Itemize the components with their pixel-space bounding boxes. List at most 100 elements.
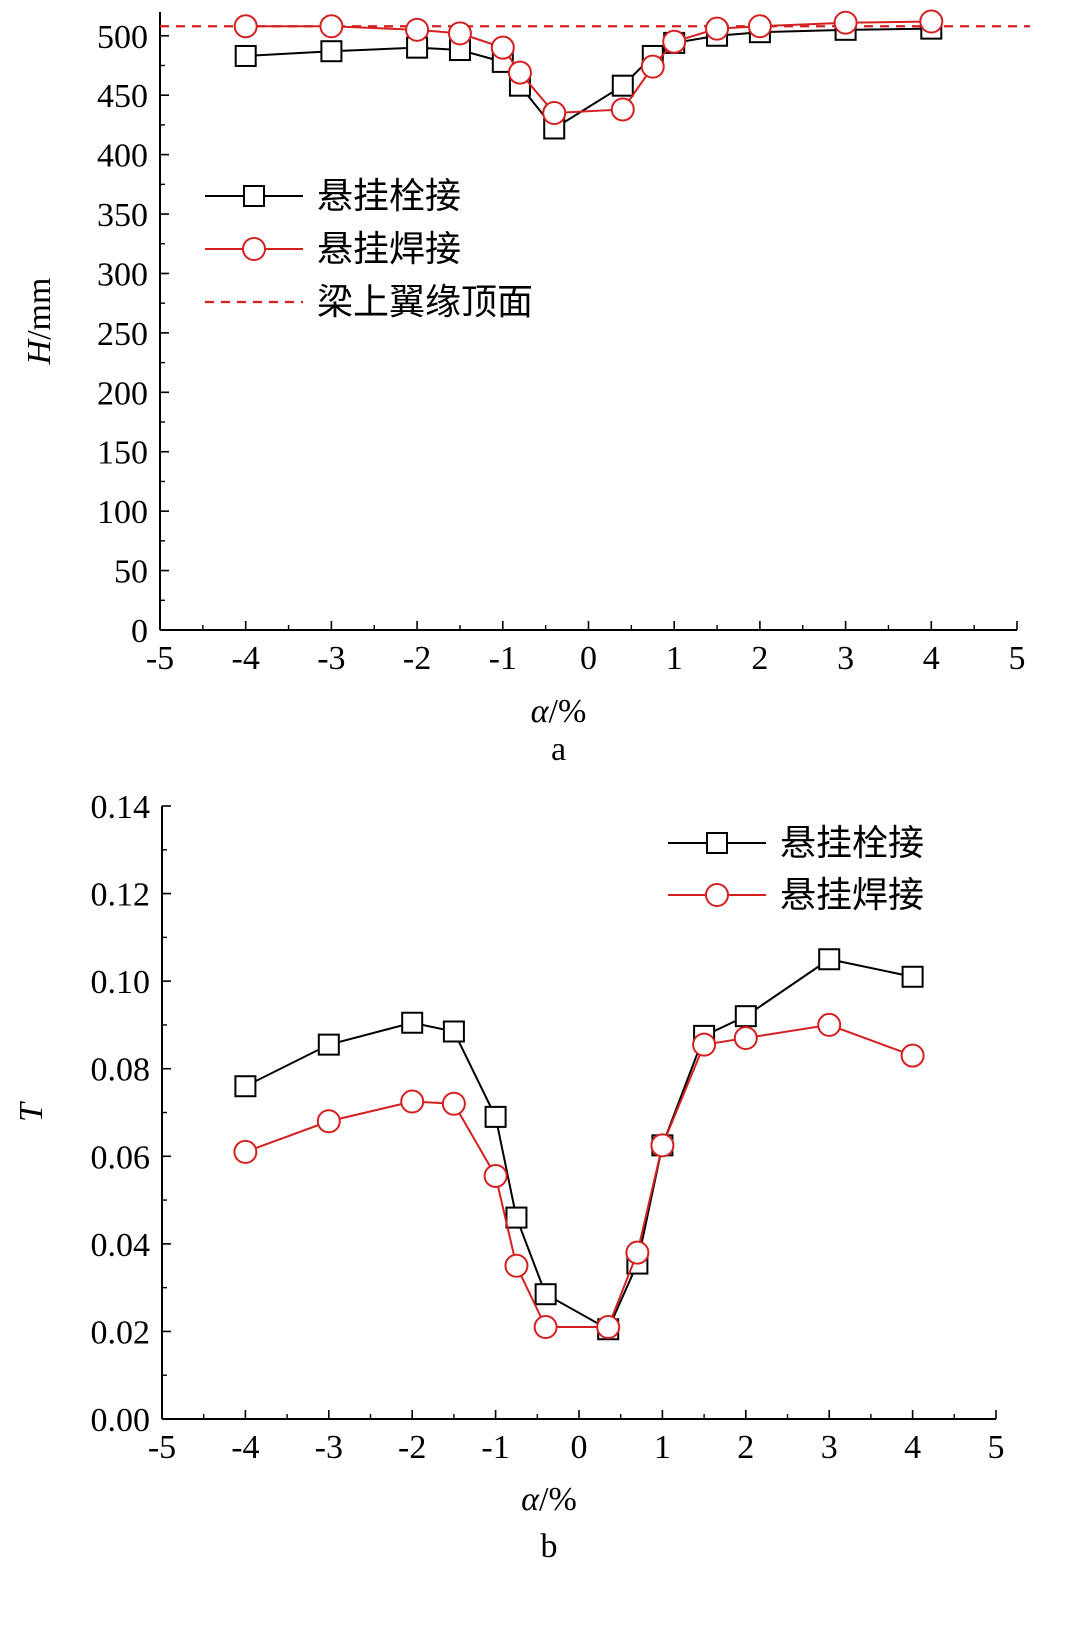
series-line-welded (245, 20, 932, 115)
x-tick-label: 3 (837, 640, 854, 677)
legend-swatch-square (243, 185, 265, 207)
x-tick-label: -1 (481, 1429, 509, 1466)
y-axis-label: H/mm (21, 278, 58, 366)
x-tick-label: 0 (571, 1429, 588, 1466)
y-tick-label: 100 (97, 494, 148, 531)
panel-label: b (541, 1528, 558, 1565)
legend-entry-bolted: 悬挂栓接 (780, 823, 924, 864)
panel-label: a (551, 731, 566, 768)
series-line-welded (245, 1023, 913, 1329)
data-point-circle (833, 10, 858, 35)
data-point-square (484, 1105, 507, 1128)
x-tick-label: -5 (148, 1429, 176, 1466)
x-tick-label: -2 (398, 1429, 426, 1466)
data-point-square (320, 40, 343, 63)
data-point-circle (662, 29, 687, 54)
y-tick-label: 0.02 (91, 1314, 151, 1351)
data-point-circle (900, 1043, 925, 1068)
x-tick-label: 2 (737, 1429, 754, 1466)
data-point-circle (490, 35, 515, 60)
legend-entry-reference: 梁上翼缘顶面 (317, 282, 533, 323)
y-tick-label: 50 (114, 554, 148, 591)
y-tick-label: 0.08 (91, 1052, 151, 1089)
data-point-square (734, 1005, 757, 1028)
y-axis-label-unit: /mm (21, 278, 58, 340)
x-tick-label: -4 (232, 640, 260, 677)
y-tick-label: 0.14 (91, 789, 151, 826)
data-point-circle (447, 21, 472, 46)
data-point-circle (233, 1139, 258, 1164)
x-tick-label: 1 (666, 640, 683, 677)
data-point-circle (316, 1109, 341, 1134)
data-point-circle (542, 101, 567, 126)
data-point-circle (640, 54, 665, 79)
y-axis-label-symbol: T (13, 1101, 50, 1122)
y-tick-label: 500 (97, 19, 148, 56)
y-tick-label: 350 (97, 197, 148, 234)
legend-entry-welded: 悬挂焊接 (780, 875, 924, 916)
data-point-circle (596, 1315, 621, 1340)
x-tick-label: 4 (904, 1429, 921, 1466)
x-tick-label: 4 (923, 640, 940, 677)
data-point-circle (405, 17, 430, 42)
data-point-circle (747, 14, 772, 39)
x-tick-label: -3 (317, 640, 345, 677)
data-point-square (234, 44, 257, 67)
x-tick-label: 2 (751, 640, 768, 677)
y-tick-label: 450 (97, 78, 148, 115)
y-tick-label: 300 (97, 256, 148, 293)
x-axis-label-unit: /% (549, 693, 587, 730)
x-axis-label: α/% (531, 693, 587, 730)
x-tick-label: 3 (821, 1429, 838, 1466)
data-point-square (611, 74, 634, 97)
legend-swatch-circle (242, 237, 266, 261)
y-axis-label-symbol: H (21, 337, 58, 365)
data-point-square (401, 1011, 424, 1034)
data-point-circle (817, 1012, 842, 1037)
series-line-bolted (244, 958, 913, 1331)
y-tick-label: 150 (97, 435, 148, 472)
data-point-square (442, 1020, 465, 1043)
y-tick-label: 0 (131, 613, 148, 650)
data-point-circle (650, 1133, 675, 1158)
legend-swatch-circle (705, 883, 729, 907)
x-tick-label: -1 (489, 640, 517, 677)
data-point-circle (625, 1240, 650, 1265)
panel-b-chart: -5 -4 -3 -2 -1 0 1 2 3 4 5 0.00 0.02 0.04 0.06 0.08 0.10… (13, 789, 1005, 1565)
data-point-square (234, 1075, 257, 1098)
legend-swatch-square (706, 832, 728, 854)
x-tick-label: 1 (654, 1429, 671, 1466)
series-line-bolted (245, 27, 932, 130)
x-axis-label: α/% (521, 1481, 577, 1518)
y-tick-label: 0.00 (91, 1402, 151, 1439)
legend-entry-welded: 悬挂焊接 (317, 229, 461, 270)
data-point-square (818, 948, 841, 971)
y-tick-label: 0.10 (91, 964, 151, 1001)
x-tick-label: -5 (146, 640, 174, 677)
data-point-circle (504, 1253, 529, 1278)
x-tick-label: 5 (988, 1429, 1005, 1466)
y-tick-label: 400 (97, 138, 148, 175)
data-point-circle (705, 16, 730, 41)
data-point-square (505, 1206, 528, 1229)
y-tick-label: 0.12 (91, 877, 151, 914)
x-tick-label: 0 (580, 640, 597, 677)
data-point-circle (319, 14, 344, 39)
x-tick-label: -3 (315, 1429, 343, 1466)
data-point-square (534, 1283, 557, 1306)
y-tick-label: 0.04 (91, 1227, 151, 1264)
y-tick-label: 0.06 (91, 1139, 151, 1176)
y-axis-label: T (13, 1101, 50, 1122)
x-tick-label: -2 (403, 640, 431, 677)
x-tick-label: 5 (1009, 640, 1026, 677)
legend-entry-bolted: 悬挂栓接 (317, 176, 461, 217)
data-point-circle (507, 60, 532, 85)
x-axis-label-unit: /% (539, 1481, 577, 1518)
y-tick-label: 250 (97, 316, 148, 353)
data-point-square (317, 1033, 340, 1056)
panel-a-chart: -5 -4 -3 -2 -1 0 1 2 3 4 5050100150200250300350400… (21, 9, 1030, 768)
data-point-circle (483, 1163, 508, 1188)
x-axis-label-symbol: α (531, 693, 550, 730)
